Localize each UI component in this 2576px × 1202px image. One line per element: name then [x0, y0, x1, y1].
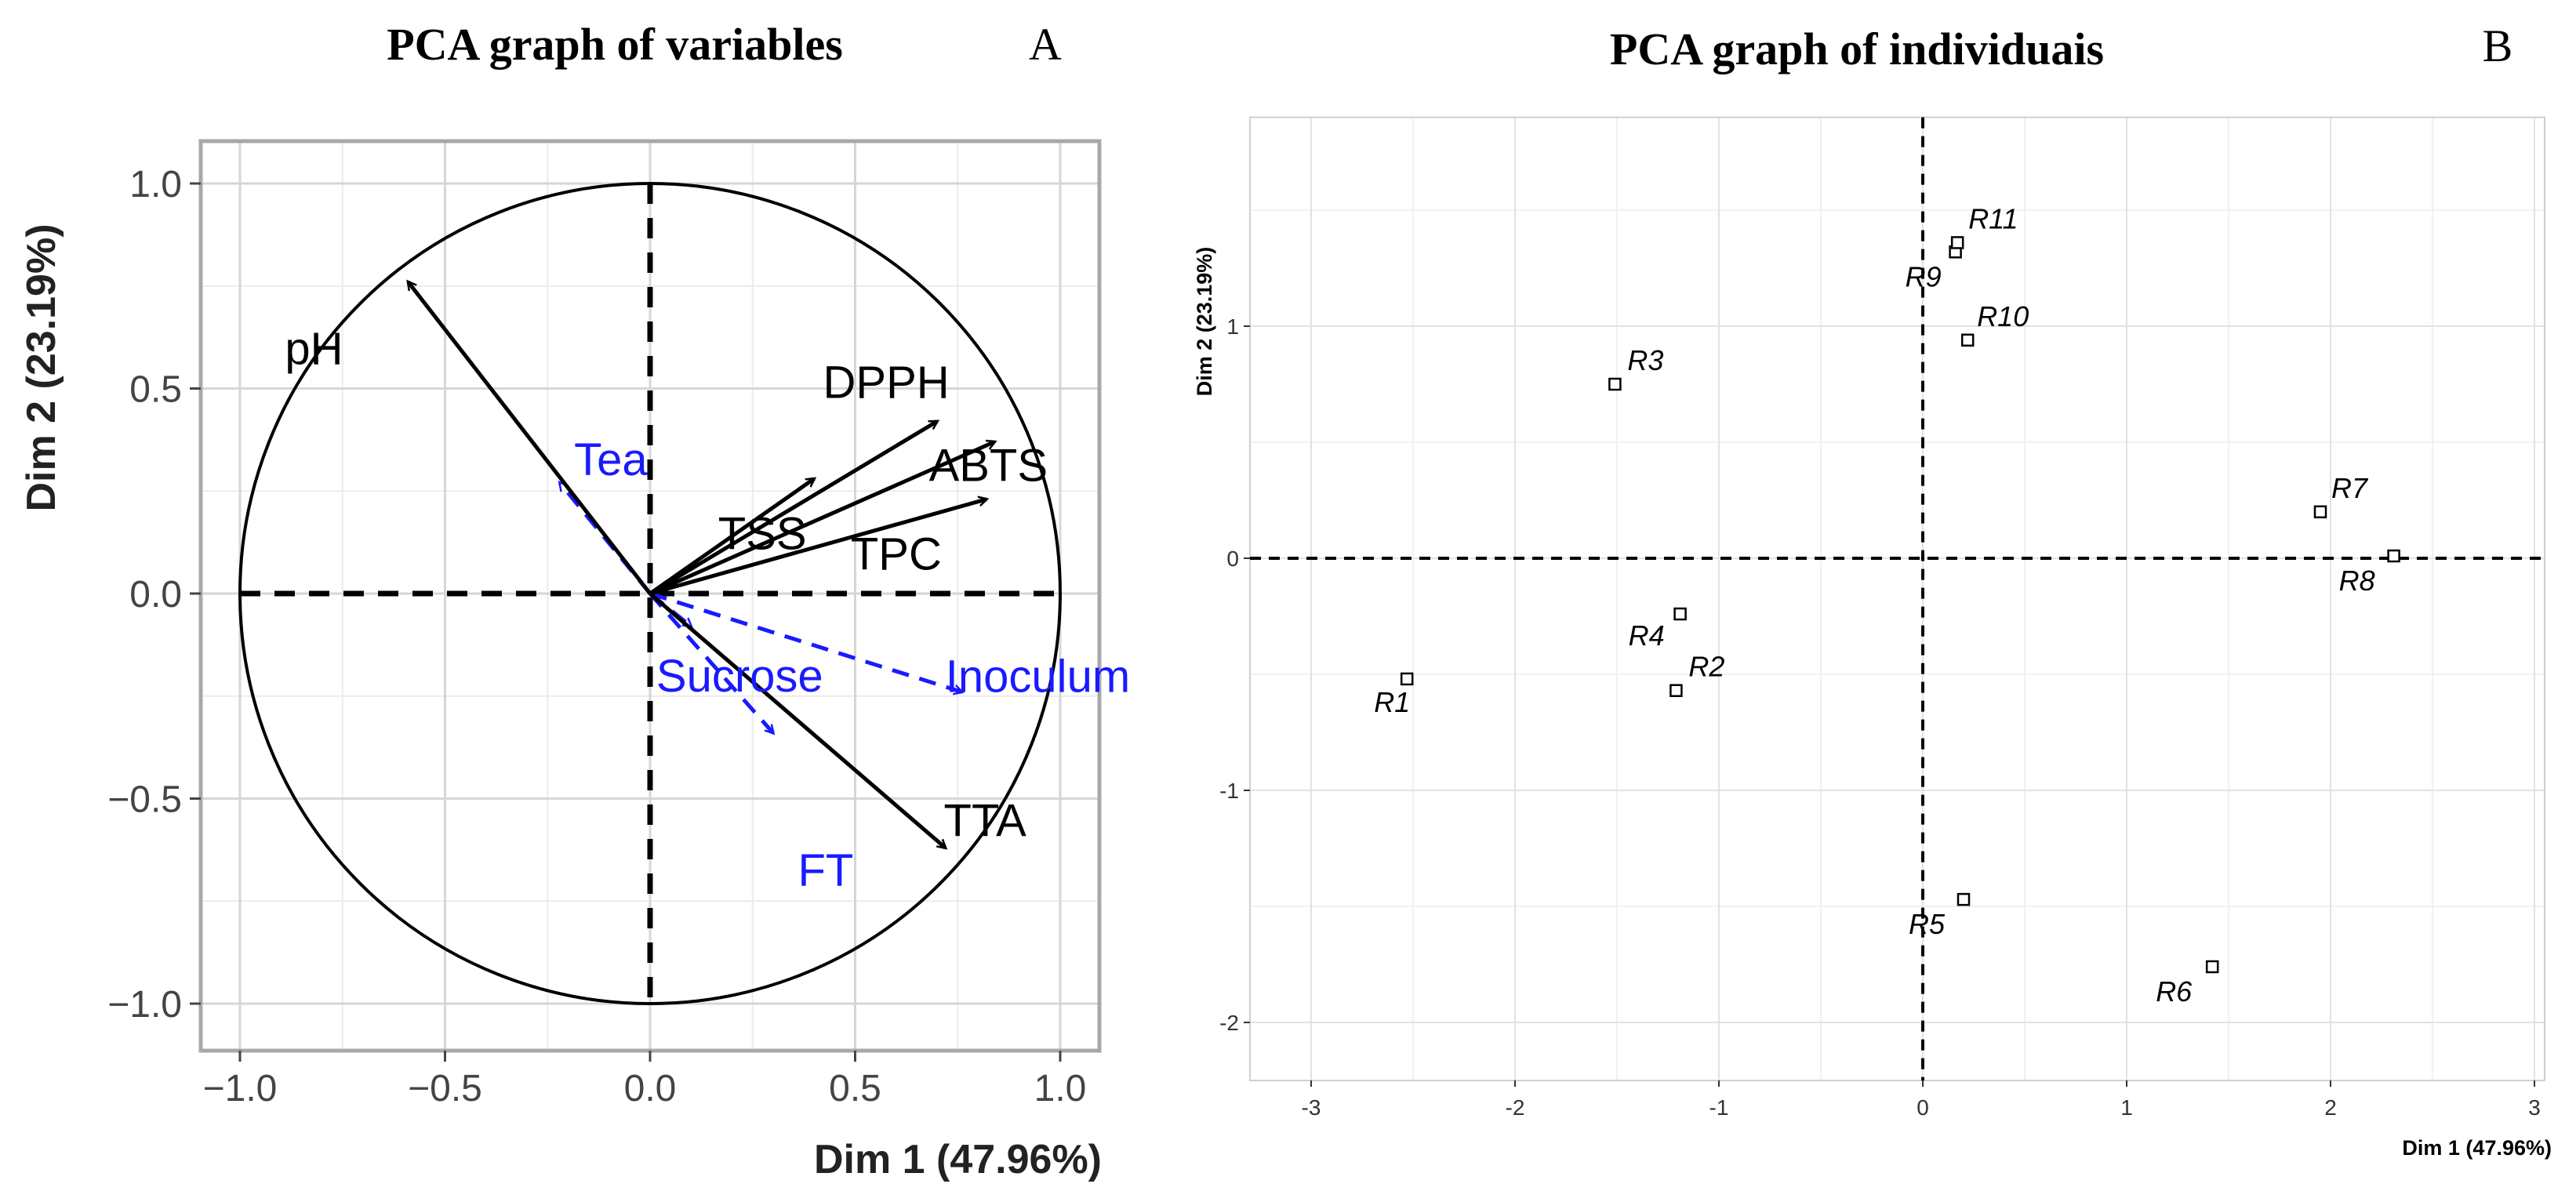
y-tick-label: −0.5 — [107, 779, 182, 821]
active-arrow-ph — [408, 282, 652, 595]
individual-label-r1: R1 — [1374, 686, 1410, 718]
panel-a-title: PCA graph of variables — [387, 19, 843, 70]
individual-label-r2: R2 — [1688, 651, 1724, 683]
y-tick-label: -1 — [1219, 779, 1239, 803]
individual-point-r1 — [1400, 672, 1414, 686]
individual-point-r6 — [2205, 960, 2219, 974]
active-label-dpph: DPPH — [823, 357, 950, 408]
individual-point-r8 — [2387, 549, 2400, 563]
active-label-abts: ABTS — [929, 440, 1048, 491]
x-tick-label: 0 — [1917, 1095, 1929, 1120]
x-tick-label: 0.5 — [829, 1068, 881, 1109]
panel-b-title: PCA graph of individuais — [1610, 24, 2104, 74]
individual-label-r7: R7 — [2331, 472, 2369, 504]
y-tick-label: 0.5 — [129, 369, 182, 411]
y-tick-label: −1.0 — [107, 984, 182, 1026]
individual-label-r3: R3 — [1627, 344, 1663, 376]
x-tick-label: −0.5 — [408, 1068, 482, 1109]
panel-a-xlabel: Dim 1 (47.96%) — [814, 1137, 1102, 1182]
active-arrow-tta — [649, 592, 946, 848]
individual-label-r5: R5 — [1909, 908, 1946, 940]
x-tick-label: 3 — [2528, 1095, 2541, 1120]
x-tick-label: 1.0 — [1034, 1068, 1087, 1109]
individual-point-r11 — [1950, 236, 1964, 249]
active-label-ph: pH — [285, 324, 343, 375]
active-label-tss: TSS — [718, 509, 807, 560]
active-arrow-tss — [649, 479, 814, 596]
y-tick-label: 1 — [1226, 314, 1239, 339]
individual-point-r2 — [1669, 684, 1683, 697]
active-label-tpc: TPC — [851, 529, 942, 580]
active-arrow-tpc — [649, 499, 986, 596]
y-tick-label: -2 — [1219, 1011, 1239, 1035]
panel-a-plot: −1.0 −1.0 −0.5 −0.5 0.0 0.0 0.5 0.5 1.0 1.0 pH DPPH… — [107, 139, 1130, 1109]
individual-label-r4: R4 — [1629, 619, 1665, 652]
panel-b-background — [1250, 117, 2545, 1081]
individual-point-r7 — [2313, 505, 2327, 519]
active-label-tta: TTA — [944, 795, 1027, 846]
panel-a-letter: A — [1029, 19, 1062, 70]
panel-b-border — [1249, 116, 2545, 1082]
individual-label-r9: R9 — [1906, 260, 1942, 292]
panel-b-plot: -3 -2 -1 0 1 2 3 -2 -1 0 1 R1 R2 R3 R4 R5 R6 R7 R8 R9 R10 R11 — [1219, 116, 2545, 1120]
individual-point-r10 — [1960, 333, 1975, 347]
x-tick-label: 1 — [2120, 1095, 2133, 1120]
individual-point-r3 — [1608, 377, 1622, 391]
x-tick-label: 2 — [2324, 1095, 2337, 1120]
supplementary-label-ft: FT — [798, 845, 853, 896]
supplementary-label-tea: Tea — [574, 434, 648, 485]
x-tick-label: 0.0 — [624, 1068, 677, 1109]
x-tick-label: -1 — [1709, 1095, 1729, 1120]
active-arrow-abts — [649, 441, 994, 596]
individual-label-r10: R10 — [1977, 300, 2029, 332]
y-tick-label: 1.0 — [129, 164, 182, 205]
y-tick-label: 0 — [1226, 547, 1239, 571]
active-arrow-dpph — [649, 419, 937, 596]
panel-b-letter: B — [2483, 20, 2513, 71]
panel-b-xlabel: Dim 1 (47.96%) — [2402, 1136, 2552, 1160]
panel-b-ylabel: Dim 2 (23.19%) — [1193, 247, 1216, 397]
x-tick-label: -2 — [1506, 1095, 1525, 1120]
x-tick-label: -3 — [1302, 1095, 1321, 1120]
x-tick-label: −1.0 — [203, 1068, 278, 1109]
panel-a-ylabel: Dim 2 (23.19%) — [19, 223, 64, 511]
supplementary-label-sucrose: Sucrose — [656, 651, 823, 702]
individual-label-r6: R6 — [2156, 975, 2193, 1008]
individual-point-r5 — [1957, 892, 1971, 906]
individual-label-r8: R8 — [2339, 565, 2375, 597]
supplementary-label-inoculum: Inoculum — [946, 652, 1130, 703]
supplementary-arrow-ft — [649, 592, 773, 733]
individual-point-r4 — [1673, 607, 1687, 621]
y-tick-label: 0.0 — [129, 574, 182, 616]
individual-label-r11: R11 — [1968, 202, 2018, 234]
